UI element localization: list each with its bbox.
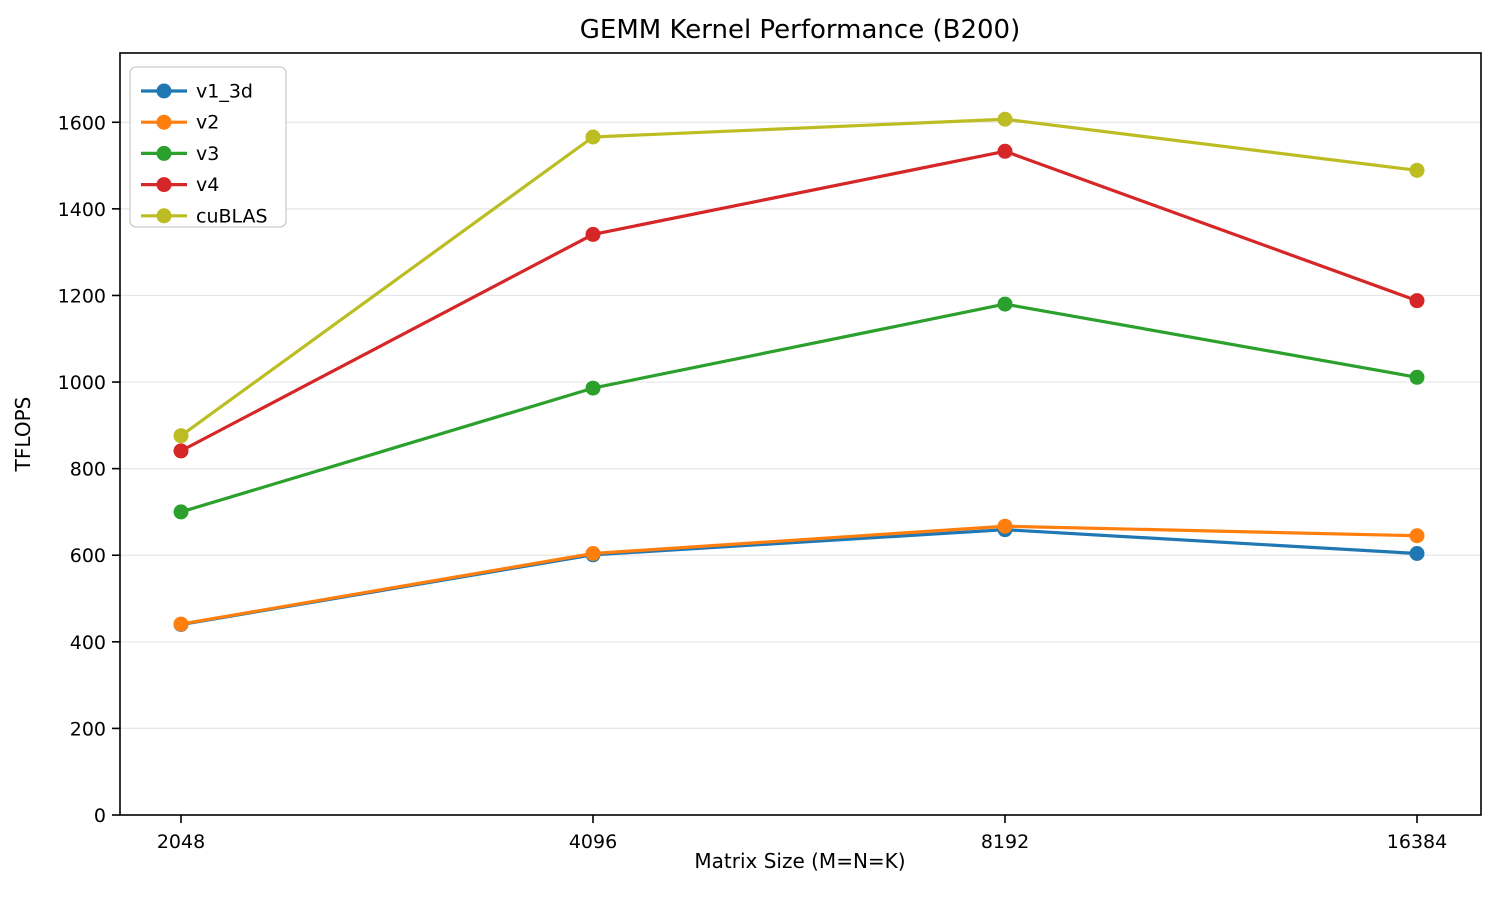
data-point-v4 [997, 143, 1013, 159]
data-point-v1_3d [1409, 545, 1425, 561]
series-line-v1_3d [179, 528, 1419, 627]
x-tick-label: 8192 [981, 831, 1029, 853]
legend-label-v3: v3 [196, 143, 219, 165]
legend-label-v2: v2 [196, 112, 219, 134]
data-series [173, 111, 1425, 632]
legend-marker [156, 177, 172, 193]
y-axis-label: TFLOPS [11, 397, 35, 473]
data-point-cuBLAS [585, 129, 601, 145]
x-tick-label: 16384 [1387, 831, 1447, 853]
data-point-v2 [585, 545, 601, 561]
data-point-v4 [173, 443, 189, 459]
legend-marker [156, 114, 172, 130]
x-axis-label: Matrix Size (M=N=K) [694, 849, 905, 873]
data-point-v4 [585, 226, 601, 242]
data-point-cuBLAS [997, 111, 1013, 127]
legend-label-cuBLAS: cuBLAS [196, 205, 268, 227]
y-tick-label: 800 [70, 459, 106, 481]
legend-label-v1_3d: v1_3d [196, 81, 253, 103]
y-tick-label: 200 [70, 718, 106, 740]
series-line-v2 [179, 524, 1419, 626]
series-line-v3 [179, 302, 1419, 514]
legend-label-v4: v4 [196, 174, 219, 196]
x-tick-label: 4096 [569, 831, 617, 853]
data-point-v3 [585, 380, 601, 396]
data-point-v3 [1409, 369, 1425, 385]
data-point-v2 [1409, 528, 1425, 544]
plot-border [119, 52, 1482, 816]
series-v4 [173, 143, 1425, 459]
y-tick-label: 400 [70, 632, 106, 654]
y-tick-label: 1000 [58, 372, 106, 394]
y-tick-label: 0 [94, 805, 106, 827]
series-cuBLAS [173, 111, 1425, 444]
series-line-cuBLAS [179, 117, 1419, 438]
series-line-v4 [179, 149, 1419, 453]
legend: v1_3d v2 v3 v4 cuBLAS [129, 66, 287, 228]
data-point-cuBLAS [1409, 162, 1425, 178]
data-point-v2 [997, 518, 1013, 534]
series-v2 [173, 518, 1425, 632]
data-point-v3 [997, 296, 1013, 312]
legend-marker [156, 83, 172, 99]
data-point-v4 [1409, 293, 1425, 309]
legend-marker [156, 208, 172, 224]
data-point-cuBLAS [173, 428, 189, 444]
data-point-v3 [173, 504, 189, 520]
series-v3 [173, 296, 1425, 520]
y-tick-label: 1400 [58, 199, 106, 221]
legend-marker [156, 145, 172, 161]
y-tick-label: 1600 [58, 112, 106, 134]
gridlines [120, 121, 1481, 730]
axis-ticks: 0 200 400 600 800 1000 1200 1400 1600 2048 4096 819… [58, 112, 1448, 853]
data-point-v2 [173, 616, 189, 632]
y-tick-label: 600 [70, 545, 106, 567]
y-tick-label: 1200 [58, 285, 106, 307]
chart-title: GEMM Kernel Performance (B200) [580, 15, 1020, 45]
x-tick-label: 2048 [157, 831, 205, 853]
